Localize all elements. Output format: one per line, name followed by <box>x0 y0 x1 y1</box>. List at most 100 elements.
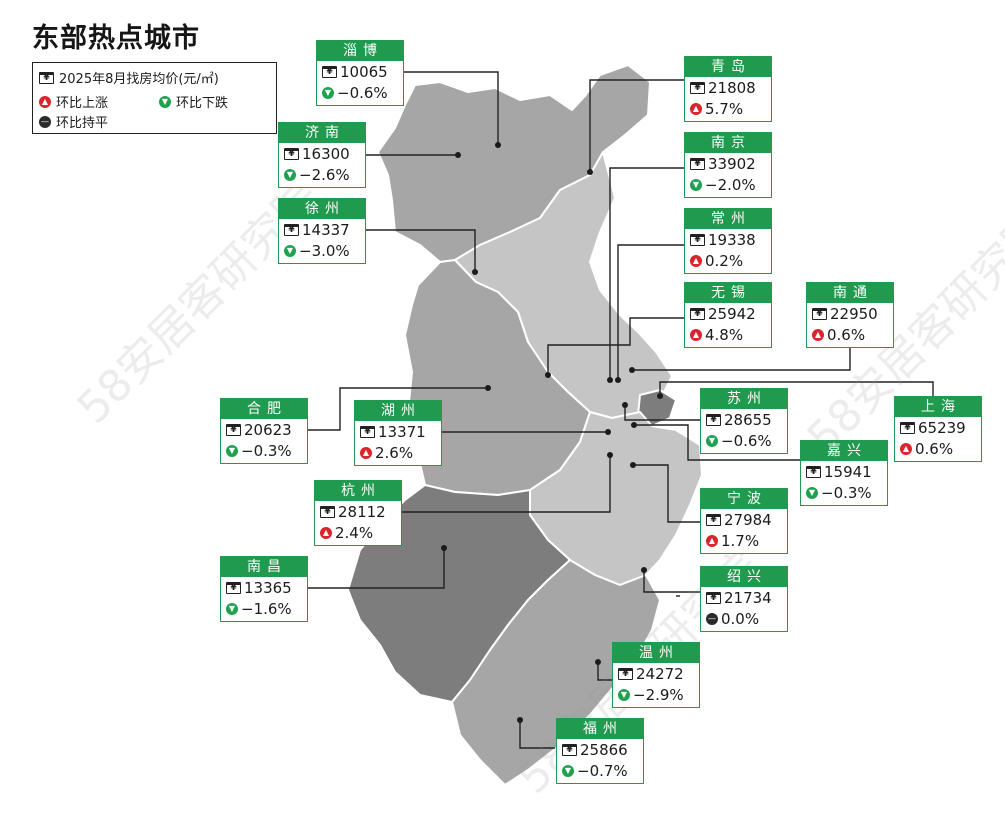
arrow-down-icon: ▼ <box>562 764 574 777</box>
city-price: 15941 <box>824 462 872 481</box>
house-yuan-icon: ¥ <box>39 71 54 84</box>
house-yuan-icon: ¥ <box>690 307 705 320</box>
city-card-changzhou: 常州 ¥19338 ▲ 0.2% <box>684 208 772 274</box>
city-card-shanghai: 上海 ¥65239 ▲ 0.6% <box>894 396 982 462</box>
price-row: ¥22950 <box>807 303 893 324</box>
city-card-zibo: 淄博 ¥10065 ▼ −0.6% <box>316 40 404 106</box>
city-price: 16300 <box>302 144 350 163</box>
city-card-suzhou: 苏州 ¥28655 ▼ −0.6% <box>700 388 788 454</box>
city-change: 0.2% <box>705 251 744 270</box>
arrow-up-icon: ▲ <box>39 95 51 108</box>
city-name: 南京 <box>685 133 771 153</box>
city-price: 28112 <box>338 502 386 521</box>
map-regions <box>347 64 703 786</box>
city-change: −0.7% <box>577 761 628 780</box>
change-row: ▲ 0.2% <box>685 250 771 271</box>
change-row: ▲ 2.4% <box>315 522 401 543</box>
house-yuan-icon: ¥ <box>360 425 375 438</box>
legend-down-label: 环比下跌 <box>176 96 229 111</box>
city-name: 杭州 <box>315 481 401 501</box>
region-fujian <box>451 559 661 786</box>
house-yuan-icon: ¥ <box>320 505 335 518</box>
price-row: ¥21808 <box>685 77 771 98</box>
change-row: ▲ 2.6% <box>355 442 441 463</box>
city-name: 徐州 <box>279 199 365 219</box>
price-row: ¥13371 <box>355 421 441 442</box>
city-card-xuzhou: 徐州 ¥14337 ▼ −3.0% <box>278 198 366 264</box>
city-name: 绍兴 <box>701 567 787 587</box>
arrow-down-icon: ▼ <box>706 434 718 447</box>
house-yuan-icon: ¥ <box>618 667 633 680</box>
city-change: −0.6% <box>337 83 388 102</box>
price-row: ¥13365 <box>221 577 307 598</box>
change-row: —0.0% <box>701 608 787 629</box>
city-change: 2.4% <box>335 523 374 542</box>
city-dot-shanghai <box>657 393 663 399</box>
city-name: 福州 <box>557 719 643 739</box>
city-dot-nanchang <box>441 545 447 551</box>
city-price: 21734 <box>724 588 772 607</box>
city-price: 10065 <box>340 62 388 81</box>
arrow-down-icon: ▼ <box>284 244 296 257</box>
city-name: 湖州 <box>355 401 441 421</box>
price-row: ¥15941 <box>801 461 887 482</box>
city-dot-jiaxing <box>631 422 637 428</box>
house-yuan-icon: ¥ <box>284 147 299 160</box>
city-change: 5.7% <box>705 99 744 118</box>
city-price: 25942 <box>708 304 756 323</box>
price-row: ¥14337 <box>279 219 365 240</box>
house-yuan-icon: ¥ <box>226 423 241 436</box>
legend: ¥ 2025年8月找房均价(元/㎡) ▲ 环比上涨 ▼ 环比下跌 — 环比持平 <box>32 62 277 134</box>
city-dot-suzhou <box>622 402 628 408</box>
change-row: ▼ −0.7% <box>557 760 643 781</box>
city-card-nanchang: 南昌 ¥13365 ▼ −1.6% <box>220 556 308 622</box>
city-price: 21808 <box>708 78 756 97</box>
city-dot-wenzhou <box>595 659 601 665</box>
price-row: ¥19338 <box>685 229 771 250</box>
city-change: 0.6% <box>827 325 866 344</box>
city-price: 14337 <box>302 220 350 239</box>
arrow-up-icon: ▲ <box>320 526 332 539</box>
city-change: −0.3% <box>821 483 872 502</box>
city-card-jinan: 济南 ¥16300 ▼ −2.6% <box>278 122 366 188</box>
arrow-down-icon: ▼ <box>226 444 238 457</box>
city-card-jiaxing: 嘉兴 ¥15941 ▼ −0.3% <box>800 440 888 506</box>
price-row: ¥16300 <box>279 143 365 164</box>
city-card-qingdao: 青岛 ¥21808 ▲ 5.7% <box>684 56 772 122</box>
city-change: −0.3% <box>241 441 292 460</box>
city-price: 24272 <box>636 664 684 683</box>
change-row: ▼ −2.0% <box>685 174 771 195</box>
city-dot-wuxi <box>545 372 551 378</box>
house-yuan-icon: ¥ <box>706 591 721 604</box>
arrow-down-icon: ▼ <box>284 168 296 181</box>
city-price: 65239 <box>918 418 966 437</box>
arrow-down-icon: ▼ <box>806 486 818 499</box>
city-name: 嘉兴 <box>801 441 887 461</box>
house-yuan-icon: ¥ <box>806 465 821 478</box>
price-row: ¥65239 <box>895 417 981 438</box>
city-dot-jinan <box>455 152 461 158</box>
house-yuan-icon: ¥ <box>690 81 705 94</box>
city-dot-zibo <box>495 142 501 148</box>
city-change: 4.8% <box>705 325 744 344</box>
city-name: 南通 <box>807 283 893 303</box>
arrow-down-icon: ▼ <box>226 602 238 615</box>
change-row: ▼ −0.6% <box>317 82 403 103</box>
price-row: ¥25866 <box>557 739 643 760</box>
arrow-down-icon: ▼ <box>159 95 171 108</box>
price-row: ¥10065 <box>317 61 403 82</box>
city-dot-hangzhou <box>607 452 613 458</box>
city-price: 22950 <box>830 304 878 323</box>
city-card-nanjing: 南京 ¥33902 ▼ −2.0% <box>684 132 772 198</box>
city-price: 28655 <box>724 410 772 429</box>
change-row: ▲ 5.7% <box>685 98 771 119</box>
city-change: 0.6% <box>915 439 954 458</box>
city-dot-ningbo <box>630 462 636 468</box>
change-row: ▼ −0.3% <box>801 482 887 503</box>
city-price: 27984 <box>724 510 772 529</box>
arrow-up-icon: ▲ <box>690 254 702 267</box>
change-row: ▼ −2.6% <box>279 164 365 185</box>
house-yuan-icon: ¥ <box>690 157 705 170</box>
city-dots <box>441 142 663 723</box>
